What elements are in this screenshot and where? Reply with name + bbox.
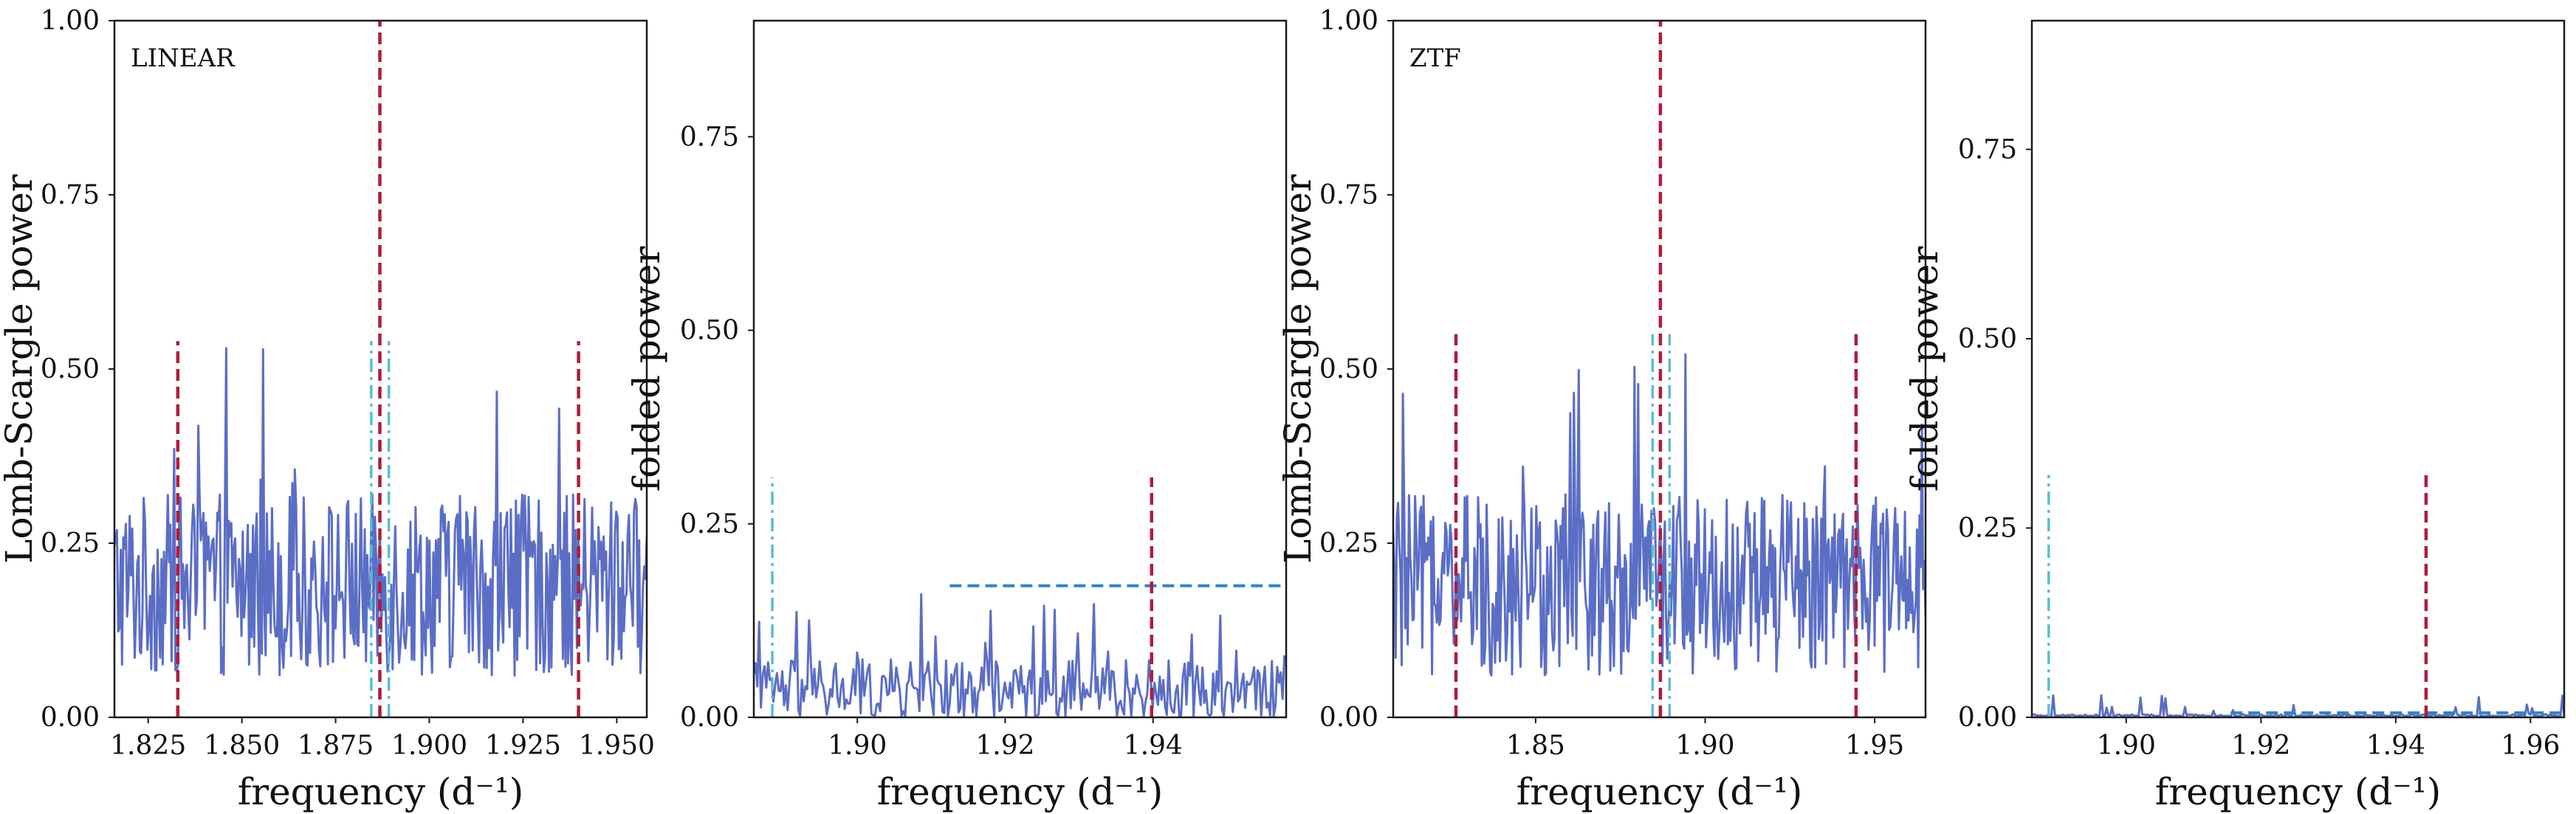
y-tick-label: 0.75 bbox=[1319, 180, 1378, 210]
y-tick-label: 1.00 bbox=[41, 6, 100, 36]
x-tick-label: 1.90 bbox=[1675, 731, 1734, 761]
y-tick-label: 0.00 bbox=[680, 703, 739, 733]
y-tick-label: 1.00 bbox=[1319, 6, 1378, 36]
x-tick-label: 1.90 bbox=[2097, 731, 2156, 761]
y-axis-title: Lomb-Scargle power bbox=[0, 174, 41, 564]
x-tick-label: 1.92 bbox=[975, 731, 1034, 761]
periodogram-series-line bbox=[2032, 694, 2564, 717]
x-axis-title: frequency (d⁻¹) bbox=[877, 770, 1164, 813]
x-axis-title: frequency (d⁻¹) bbox=[1517, 770, 1803, 813]
x-tick-label: 1.92 bbox=[2231, 731, 2290, 761]
x-tick-label: 1.95 bbox=[1845, 731, 1904, 761]
x-tick-label: 1.875 bbox=[298, 731, 374, 761]
x-tick-label: 1.94 bbox=[2366, 731, 2425, 761]
axes-frame bbox=[752, 19, 1288, 719]
y-axis-title: folded power bbox=[625, 246, 668, 492]
x-axis-title: frequency (d⁻¹) bbox=[238, 770, 524, 813]
y-tick-label: 0.00 bbox=[1319, 703, 1378, 733]
x-tick-label: 1.925 bbox=[485, 731, 561, 761]
x-tick-label: 1.825 bbox=[110, 731, 186, 761]
panel-1: 1.825 1.850 1.875 1.900 1.925 1.950 0.00 0.25 0.… bbox=[0, 6, 655, 813]
panel-4: 1.90 1.92 1.94 1.96 0.00 0.25 0.50 0.75 frequenc… bbox=[1903, 19, 2566, 813]
y-tick-label: 0.25 bbox=[1319, 528, 1378, 559]
axes-frame bbox=[2030, 19, 2566, 719]
y-tick-label: 0.50 bbox=[1958, 324, 2017, 354]
y-tick-label: 0.50 bbox=[41, 354, 100, 384]
panel-2: 1.90 1.92 1.94 0.00 0.25 0.50 0.75 frequency (d… bbox=[625, 19, 1288, 813]
panel-3: 1.85 1.90 1.95 0.00 0.25 0.50 0.75 1.00 frequenc… bbox=[1277, 6, 1927, 813]
y-tick-label: 0.75 bbox=[41, 180, 100, 210]
x-tick-label: 1.90 bbox=[828, 731, 887, 761]
y-tick-label: 0.75 bbox=[1958, 134, 2017, 165]
y-tick-label: 0.50 bbox=[680, 316, 739, 346]
x-tick-label: 1.85 bbox=[1506, 731, 1565, 761]
x-tick-label: 1.950 bbox=[579, 731, 655, 761]
periodogram-series-line bbox=[754, 593, 1286, 717]
x-tick-label: 1.94 bbox=[1124, 731, 1183, 761]
y-tick-label: 0.25 bbox=[41, 528, 100, 559]
x-tick-label: 1.850 bbox=[204, 731, 280, 761]
x-axis-title: frequency (d⁻¹) bbox=[2155, 770, 2442, 813]
panel-label: LINEAR bbox=[131, 44, 236, 73]
y-tick-label: 0.50 bbox=[1319, 354, 1378, 384]
x-tick-label: 1.900 bbox=[391, 731, 467, 761]
y-tick-label: 0.00 bbox=[1958, 703, 2017, 733]
y-axis-title: Lomb-Scargle power bbox=[1277, 174, 1319, 564]
y-axis-title: folded power bbox=[1903, 246, 1946, 492]
y-tick-label: 0.00 bbox=[41, 703, 100, 733]
y-tick-label: 0.25 bbox=[1958, 513, 2017, 543]
y-tick-label: 0.25 bbox=[680, 509, 739, 539]
x-tick-label: 1.96 bbox=[2501, 731, 2560, 761]
panel-label: ZTF bbox=[1409, 44, 1461, 73]
y-tick-label: 0.75 bbox=[680, 122, 739, 152]
